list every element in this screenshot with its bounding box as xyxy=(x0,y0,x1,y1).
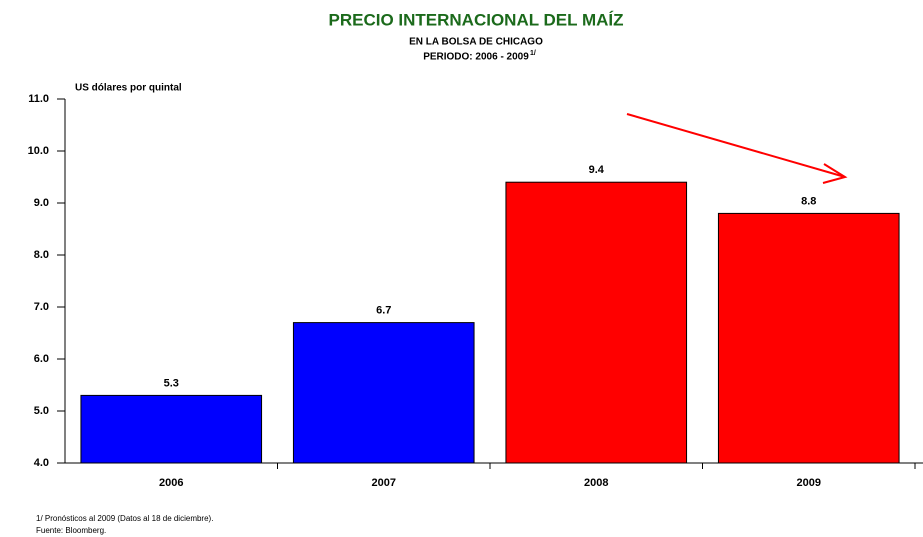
x-tick-label: 2008 xyxy=(584,477,608,489)
y-tick-label: 8.0 xyxy=(34,249,49,261)
y-tick-label: 11.0 xyxy=(28,93,49,105)
y-tick-label: 9.0 xyxy=(34,197,49,209)
arrow-head xyxy=(822,163,848,184)
y-tick-label: 5.0 xyxy=(34,405,49,417)
bar xyxy=(80,394,263,464)
y-tick-label: 4.0 xyxy=(34,457,49,469)
period-note: 1/ xyxy=(530,50,536,57)
x-tick-label: 2007 xyxy=(372,477,396,489)
y-tick-label: 7.0 xyxy=(34,301,49,313)
bar xyxy=(717,212,900,464)
bar xyxy=(292,322,475,464)
value-label: 5.3 xyxy=(164,377,179,389)
value-label: 6.7 xyxy=(376,305,391,317)
bar xyxy=(505,181,688,464)
footnote: 1/ Pronósticos al 2009 (Datos al 18 de d… xyxy=(36,514,213,523)
y-tick-label: 6.0 xyxy=(34,353,49,365)
y-axis-label: US dólares por quintal xyxy=(75,83,182,94)
period: PERIODO: 2006 - 2009 xyxy=(423,52,529,63)
chart-subtitle: EN LA BOLSA DE CHICAGO xyxy=(409,37,543,48)
footnote: Fuente: Bloomberg. xyxy=(36,526,106,535)
x-tick-label: 2009 xyxy=(797,477,821,489)
x-tick-label: 2006 xyxy=(159,477,183,489)
value-label: 9.4 xyxy=(589,164,605,176)
value-label: 8.8 xyxy=(801,195,816,207)
y-tick-label: 10.0 xyxy=(28,145,49,157)
chart-title: PRECIO INTERNACIONAL DEL MAÍZ xyxy=(329,10,624,29)
trend-arrow xyxy=(626,113,846,178)
